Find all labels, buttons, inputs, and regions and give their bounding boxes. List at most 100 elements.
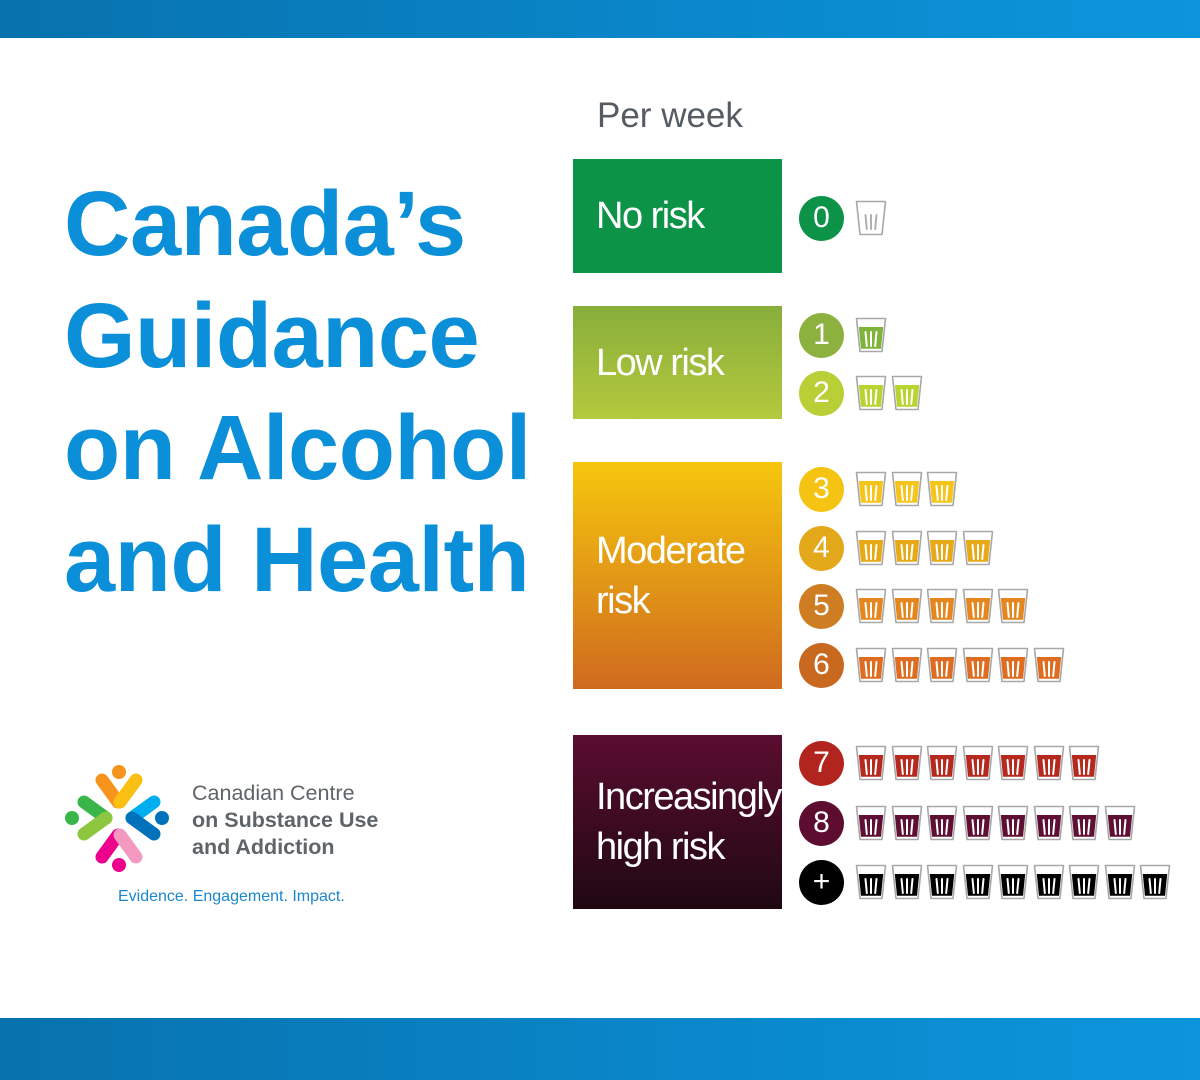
per-week-label: Per week <box>597 96 743 135</box>
drink-glass-icon <box>1033 647 1064 683</box>
risk-label-line-2: high risk <box>596 826 726 868</box>
drink-row: + <box>799 859 1175 905</box>
drink-glasses <box>855 805 1139 841</box>
drink-glass-icon <box>926 471 958 507</box>
drink-glass-icon <box>997 805 1029 841</box>
drink-glass-icon <box>1139 864 1171 900</box>
drink-glass-icon <box>926 530 958 566</box>
drink-glass-icon <box>1068 805 1100 841</box>
drink-glass-icon <box>891 588 922 624</box>
drink-glass-icon <box>855 317 887 353</box>
drink-row: 4 <box>799 525 997 571</box>
drink-glasses <box>855 530 997 566</box>
drink-glass-icon <box>891 805 922 841</box>
drink-glass-icon <box>926 647 958 683</box>
drink-glass-icon <box>962 864 993 900</box>
drink-count-badge: 4 <box>799 525 844 571</box>
title-line-1: Canada’s <box>64 173 466 275</box>
organization-name: Canadian Centre on Substance Use and Add… <box>192 780 378 861</box>
drink-row: 2 <box>799 370 926 416</box>
drink-glass-icon <box>891 530 922 566</box>
page-title: Canada’s Guidance on Alcohol and Health <box>64 168 564 616</box>
drink-glass-icon <box>1033 864 1064 900</box>
drink-glass-icon <box>855 588 887 624</box>
drink-glasses <box>855 471 962 507</box>
drink-glasses <box>855 375 926 411</box>
drink-row: 6 <box>799 642 1068 688</box>
drink-glass-icon <box>926 745 958 781</box>
drink-glass-icon <box>855 864 887 900</box>
risk-label-line-2: risk <box>596 579 651 622</box>
drink-glass-icon <box>1104 864 1135 900</box>
drink-count-badge: 1 <box>799 312 844 358</box>
organization-line-3: and Addiction <box>192 835 335 859</box>
drink-glass-icon <box>926 864 958 900</box>
title-line-3: on Alcohol <box>64 397 531 499</box>
drink-glass-icon <box>1033 805 1064 841</box>
drink-glass-icon <box>962 805 993 841</box>
drink-glass-icon <box>1033 745 1064 781</box>
drink-glass-icon <box>926 588 958 624</box>
drink-glass-icon <box>891 471 922 507</box>
drink-glass-icon <box>997 745 1029 781</box>
drink-glasses <box>855 864 1175 900</box>
drink-count-badge: 5 <box>799 583 844 629</box>
drink-glass-icon <box>1068 745 1100 781</box>
drink-glasses <box>855 745 1104 781</box>
drink-glass-icon <box>926 805 958 841</box>
risk-label: Moderate <box>596 529 746 572</box>
drink-glasses <box>855 200 891 236</box>
drink-glass-icon <box>962 530 993 566</box>
drink-glass-icon <box>997 647 1029 683</box>
drink-row: 3 <box>799 466 962 512</box>
drink-glass-icon <box>1068 864 1100 900</box>
logo-figure-arm <box>77 811 113 841</box>
drink-count-badge: 7 <box>799 740 844 786</box>
drink-count-badge: 3 <box>799 466 844 512</box>
drink-count-badge: 8 <box>799 800 844 846</box>
drink-row: 7 <box>799 740 1104 786</box>
drink-row: 5 <box>799 583 1033 629</box>
risk-category-increasingly-high-risk: Increasingly high risk <box>573 735 782 909</box>
drink-glass-icon <box>855 375 887 411</box>
logo-figure-head <box>155 811 169 825</box>
drink-glass-icon <box>891 864 922 900</box>
risk-label: Low risk <box>596 341 725 384</box>
drink-row: 1 <box>799 312 891 358</box>
drink-glass-icon <box>962 745 993 781</box>
logo-figure-arm <box>125 811 161 841</box>
logo-figure-head <box>112 858 126 872</box>
risk-label: No risk <box>596 195 705 237</box>
bottom-banner <box>0 1018 1200 1080</box>
drink-row: 0 <box>799 195 891 241</box>
logo-figure-head <box>65 811 79 825</box>
risk-category-no-risk: No risk <box>573 159 782 273</box>
risk-category-low-risk: Low risk <box>573 306 782 419</box>
drink-glass-icon <box>855 745 887 781</box>
ccsa-logo <box>65 765 169 872</box>
drink-glass-icon <box>855 805 887 841</box>
drink-count-badge: 0 <box>799 195 844 241</box>
organization-line-1: Canadian Centre <box>192 781 355 805</box>
logo-figure-head <box>112 765 126 779</box>
drink-count-badge: 6 <box>799 642 844 688</box>
risk-category-moderate-risk: Moderate risk <box>573 462 782 689</box>
drink-glass-icon <box>855 530 887 566</box>
drink-glass-icon <box>962 647 993 683</box>
drink-glass-icon <box>997 588 1029 624</box>
drink-glasses <box>855 647 1068 683</box>
organization-line-2: on Substance Use <box>192 808 379 832</box>
drink-count-badge: + <box>799 859 844 905</box>
drink-glass-icon <box>997 864 1029 900</box>
drink-glass-icon <box>855 200 887 236</box>
organization-tagline: Evidence. Engagement. Impact. <box>118 888 345 905</box>
logo-figure-arm <box>113 828 143 864</box>
drink-glass-icon <box>855 471 887 507</box>
drink-glass-icon <box>1104 805 1135 841</box>
top-banner <box>0 0 1200 38</box>
drink-glass-icon <box>891 647 922 683</box>
drink-glass-icon <box>855 647 887 683</box>
logo-figure-arm <box>113 773 143 809</box>
risk-label: Increasingly <box>596 776 782 818</box>
drink-row: 8 <box>799 800 1139 846</box>
